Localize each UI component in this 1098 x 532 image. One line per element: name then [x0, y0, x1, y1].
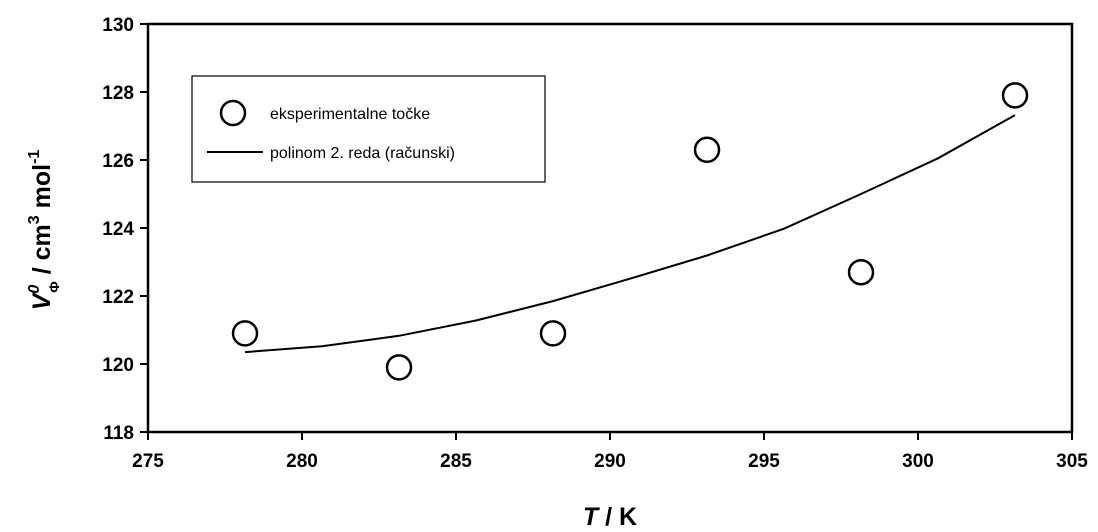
x-axis-title: T / K	[583, 503, 637, 531]
data-point	[693, 136, 721, 164]
y-tick-label: 128	[102, 83, 134, 104]
data-point	[1001, 82, 1029, 109]
y-tick-label: 126	[102, 151, 134, 172]
data-points-layer	[231, 82, 1029, 381]
legend-box	[191, 75, 546, 183]
x-tick-label: 280	[286, 451, 318, 472]
legend-marker-circle	[219, 99, 247, 127]
y-axis-title: V0 Φ / cm3 mol-1	[26, 150, 62, 311]
data-point	[385, 354, 413, 381]
y-axis-ticks: 118 120 122 124 126 128 130	[102, 15, 148, 444]
data-point	[231, 320, 259, 347]
legend-label-experimental: eksperimentalne točke	[270, 106, 430, 123]
x-tick-label: 275	[132, 451, 164, 472]
x-tick-label: 290	[594, 451, 626, 472]
y-tick-label: 122	[102, 287, 134, 308]
y-tick-label: 118	[103, 423, 134, 444]
x-tick-label: 295	[748, 451, 780, 472]
x-tick-label: 300	[902, 451, 934, 472]
legend-label-fit: polinom 2. reda (računski)	[270, 145, 455, 162]
fit-curve-line	[244, 114, 1016, 354]
x-tick-label: 305	[1056, 451, 1088, 472]
legend: eksperimentalne točke polinom 2. reda (r…	[191, 75, 546, 183]
fit-curve-layer	[244, 114, 1016, 354]
y-tick-label: 130	[102, 15, 134, 36]
y-tick-label: 124	[102, 219, 134, 240]
data-point	[539, 320, 567, 347]
x-tick-label: 285	[440, 451, 472, 472]
data-point	[847, 258, 875, 286]
x-axis-ticks: 275 280 285 290 295 300 305	[132, 432, 1088, 472]
y-tick-label: 120	[102, 355, 134, 376]
